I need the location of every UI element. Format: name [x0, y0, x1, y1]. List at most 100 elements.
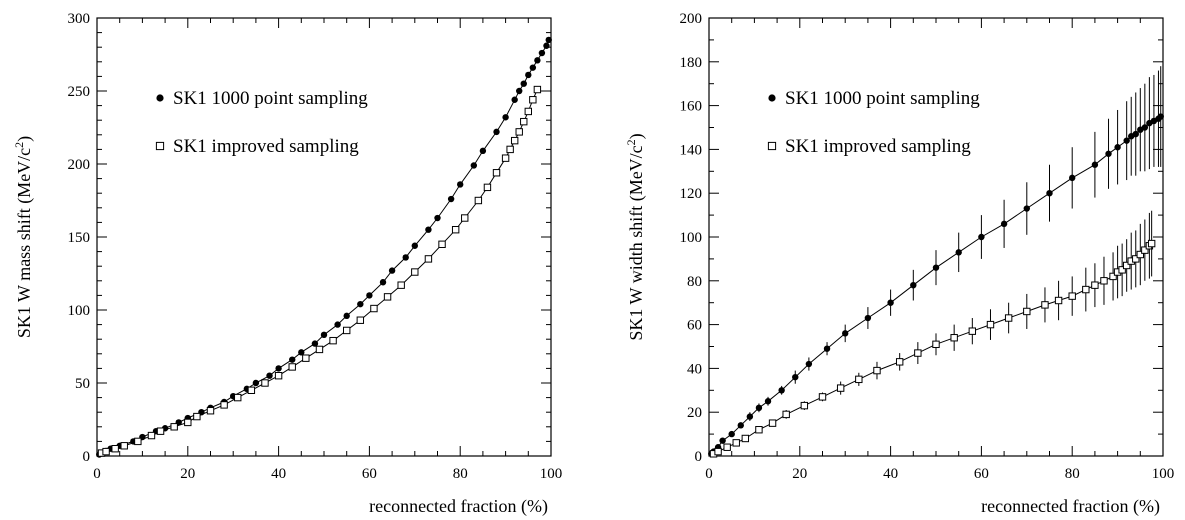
data-point [1100, 277, 1108, 285]
data-point [206, 407, 215, 415]
data-point [343, 326, 351, 335]
data-point [1141, 246, 1149, 254]
data-point [1023, 307, 1031, 316]
y-tick-label: 200 [68, 157, 91, 173]
data-point [252, 379, 260, 387]
data-point [134, 437, 142, 446]
data-point [184, 418, 192, 427]
y-axis-title-tail: ) [14, 136, 35, 142]
data-point [778, 387, 785, 394]
data-point [1157, 113, 1164, 120]
data-point [1114, 144, 1121, 151]
data-point [366, 292, 373, 299]
data-point [329, 336, 337, 345]
legend-marker [768, 94, 776, 102]
data-point [356, 316, 365, 324]
data-point [1141, 124, 1149, 131]
data-point [1000, 220, 1008, 228]
data-point [855, 375, 863, 384]
y-axis-title-main: SK1 W width shift (MeV/c [626, 145, 647, 340]
data-point [818, 393, 827, 401]
data-point [1132, 130, 1139, 138]
data-point [493, 128, 500, 136]
data-point [483, 183, 492, 192]
width-shift-panel: SK1 W width shift (MeV/c2) reconnected f… [624, 11, 1174, 517]
x-tick-label: 20 [792, 466, 807, 482]
y-tick-label: 300 [68, 11, 91, 27]
data-point [1082, 285, 1090, 294]
legend-entry: SK1 improved sampling [155, 136, 359, 157]
data-point [764, 398, 772, 405]
data-point [511, 96, 518, 103]
legend-label: SK1 1000 point sampling [785, 88, 980, 109]
data-point [1046, 190, 1053, 197]
data-point [397, 281, 405, 289]
data-point [520, 117, 528, 126]
data-point [805, 360, 813, 368]
data-point [1069, 174, 1076, 182]
x-tick-label: 60 [974, 466, 989, 482]
data-point [457, 181, 464, 188]
data-point [379, 279, 387, 286]
data-point [311, 340, 319, 347]
data-point [193, 412, 201, 421]
data-point [538, 49, 546, 57]
x-tick-label: 40 [271, 466, 286, 482]
y-tick-label: 180 [680, 55, 703, 71]
data-point [434, 214, 441, 222]
data-point [302, 354, 310, 362]
data-point [120, 442, 128, 450]
legend-entry: SK1 improved sampling [767, 136, 971, 157]
data-point [950, 334, 958, 342]
data-point [1136, 250, 1144, 259]
data-point [741, 434, 750, 443]
data-point [873, 366, 881, 375]
data-point [932, 264, 940, 271]
data-point [147, 431, 156, 440]
data-point [534, 57, 541, 64]
data-point [1054, 296, 1063, 305]
data-point [525, 71, 532, 79]
data-point [275, 365, 282, 372]
data-point [782, 410, 790, 419]
data-point [156, 427, 165, 435]
y-tick-label: 0 [83, 449, 91, 465]
data-point [914, 349, 922, 357]
data-point [411, 268, 419, 276]
data-point [438, 240, 446, 249]
y-tick-label: 0 [695, 449, 703, 465]
data-point [515, 128, 523, 136]
data-point [411, 242, 418, 249]
data-point [1132, 255, 1140, 263]
y-tick-label: 40 [687, 361, 702, 377]
data-point [1147, 239, 1156, 248]
y-tick-label: 140 [680, 142, 703, 158]
data-point [1041, 301, 1049, 309]
data-point [425, 226, 432, 233]
data-point [1068, 292, 1076, 300]
legend-marker [156, 94, 164, 102]
data-point [895, 358, 904, 366]
data-point [864, 314, 872, 322]
data-point [274, 372, 283, 380]
y-tick-label: 160 [680, 99, 703, 115]
x-tick-label: 80 [1065, 466, 1080, 482]
data-point [737, 422, 744, 429]
data-point [370, 304, 378, 313]
x-tick-label: 80 [453, 466, 468, 482]
data-point [746, 413, 754, 420]
data-point [1091, 161, 1099, 168]
data-point [111, 445, 119, 453]
data-point [1122, 261, 1131, 270]
data-point [842, 330, 849, 337]
y-tick-label: 20 [687, 405, 702, 421]
data-point [732, 439, 740, 447]
data-point [501, 154, 510, 162]
data-point [755, 426, 763, 434]
data-point [383, 293, 392, 301]
data-point [170, 423, 178, 431]
data-point [402, 254, 409, 261]
data-point [529, 96, 537, 104]
data-point [978, 233, 985, 241]
